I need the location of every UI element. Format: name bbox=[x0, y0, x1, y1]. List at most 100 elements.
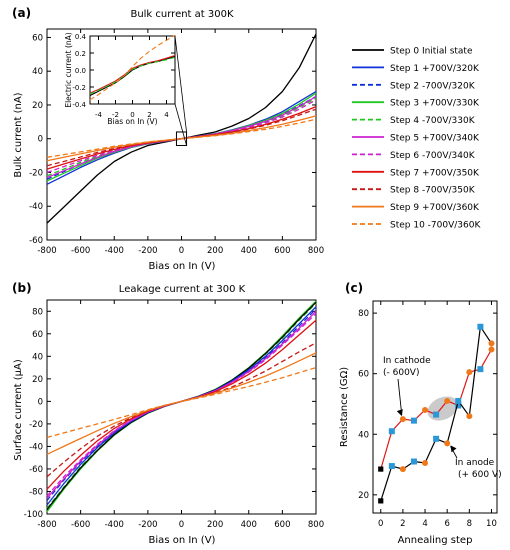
data-point bbox=[488, 346, 495, 353]
legend-label-6: Step 6 -700V/340K bbox=[390, 151, 476, 161]
series-line-9 bbox=[46, 352, 317, 455]
panel-a-xlabel: Bias on In (V) bbox=[149, 261, 216, 272]
series-line-9 bbox=[46, 115, 317, 162]
series-line-1 bbox=[46, 90, 317, 185]
series-line-3 bbox=[46, 306, 317, 506]
series-line-1 bbox=[46, 302, 317, 509]
x-tick-label: 600 bbox=[274, 246, 290, 256]
x-tick-label: -800 bbox=[37, 520, 56, 530]
x-tick-label: 200 bbox=[207, 246, 223, 256]
legend-label-2: Step 2 -700V/320K bbox=[390, 81, 476, 91]
legend-label-9: Step 9 +700V/360K bbox=[390, 203, 480, 213]
panel-a-ylabel: Bulk current (nA) bbox=[13, 92, 24, 177]
data-point bbox=[466, 369, 473, 376]
panel-b-title: Leakage current at 300 K bbox=[119, 284, 246, 295]
y-tick-label: -60 bbox=[29, 465, 43, 475]
y-tick-label: -20 bbox=[29, 420, 43, 430]
y-tick-label: 80 bbox=[32, 307, 43, 317]
series-line-2 bbox=[89, 56, 176, 95]
panel-b-axes: -800 -600 -400 -200 0 200 400 600 800-100-80-60-… bbox=[24, 299, 324, 530]
y-tick-label: 60 bbox=[358, 370, 369, 380]
series-line-3 bbox=[46, 92, 317, 182]
panel-a-frame bbox=[46, 28, 317, 241]
x-tick-label: 400 bbox=[241, 246, 257, 256]
x-tick-label: 2 bbox=[400, 519, 405, 529]
panel-a-title: Bulk current at 300K bbox=[130, 9, 234, 20]
data-point bbox=[378, 498, 384, 504]
y-tick-label: 80 bbox=[358, 309, 369, 319]
data-point bbox=[477, 366, 484, 373]
y-tick-label: -100 bbox=[24, 510, 43, 520]
y-tick-label: -40 bbox=[29, 442, 43, 452]
series-line-1 bbox=[89, 54, 176, 94]
series-line-10 bbox=[46, 366, 317, 439]
series-line-5 bbox=[46, 95, 317, 179]
x-tick-label: -2 bbox=[112, 111, 119, 119]
x-tick-label: -600 bbox=[71, 520, 90, 530]
y-tick-label: 40 bbox=[32, 352, 43, 362]
inset-ylabel: Electric current (nA) bbox=[64, 32, 73, 107]
panel-c-ylabel: Resistance (GΩ) bbox=[339, 367, 350, 447]
x-tick-label: 0 bbox=[378, 519, 383, 529]
data-point bbox=[410, 458, 417, 465]
x-tick-label: 4 bbox=[422, 519, 427, 529]
inset-series bbox=[89, 34, 176, 101]
y-tick-label: 0 bbox=[38, 397, 43, 407]
data-point bbox=[455, 397, 462, 404]
x-tick-label: 2 bbox=[147, 111, 151, 119]
y-tick-label: 60 bbox=[32, 330, 43, 340]
series-line-2 bbox=[46, 301, 317, 510]
data-point bbox=[399, 416, 406, 423]
data-point bbox=[422, 460, 429, 467]
series-line-4 bbox=[46, 308, 317, 501]
panel-b-label: (b) bbox=[12, 281, 32, 295]
series-line-7 bbox=[46, 319, 317, 490]
y-tick-label: 40 bbox=[32, 67, 43, 77]
y-tick-label: 20 bbox=[32, 375, 43, 385]
annotation-arrow bbox=[397, 378, 403, 416]
x-tick-label: 4 bbox=[164, 111, 169, 119]
y-tick-label: 20 bbox=[32, 101, 43, 111]
panel-c-axes: 0 2 4 6 8 10 20 40 60 80 bbox=[358, 300, 498, 529]
data-point bbox=[444, 440, 451, 447]
series-line-2 bbox=[46, 95, 317, 180]
annotation-cathode-line2: (- 600V) bbox=[383, 368, 419, 378]
x-tick-label: 800 bbox=[308, 520, 324, 530]
y-tick-label: -0.4 bbox=[72, 101, 86, 109]
annotation-anode-line2: (+ 600 V) bbox=[458, 470, 502, 480]
data-point bbox=[455, 402, 462, 409]
x-tick-label: -200 bbox=[138, 520, 157, 530]
y-tick-label: 20 bbox=[358, 491, 369, 501]
y-tick-label: 0.2 bbox=[75, 50, 86, 58]
series-line-5 bbox=[46, 310, 317, 499]
data-point bbox=[477, 323, 484, 330]
panel-c-label: (c) bbox=[345, 281, 363, 295]
data-point bbox=[433, 435, 440, 442]
legend-label-7: Step 7 +700V/350K bbox=[390, 168, 480, 178]
y-tick-label: 40 bbox=[358, 430, 369, 440]
y-tick-label: 0 bbox=[38, 135, 43, 145]
x-tick-label: -600 bbox=[71, 246, 90, 256]
data-point bbox=[378, 466, 384, 472]
y-tick-label: -60 bbox=[29, 236, 43, 246]
data-point bbox=[488, 340, 495, 347]
legend-label-0: Step 0 Initial state bbox=[390, 47, 473, 57]
data-point bbox=[433, 411, 440, 418]
series-line-6 bbox=[46, 313, 317, 497]
inset-axes: -4 -2 0 2 4 -0.4 -0.2 0.0 0.2 0.4 bbox=[72, 33, 176, 119]
x-tick-label: 400 bbox=[241, 520, 257, 530]
x-tick-label: -200 bbox=[138, 246, 157, 256]
legend-label-8: Step 8 -700V/350K bbox=[390, 186, 476, 196]
x-tick-label: 6 bbox=[444, 519, 449, 529]
panel-a-legend: Step 0 Initial state Step 1 +700V/320K Ste… bbox=[352, 47, 481, 231]
legend-label-4: Step 4 -700V/330K bbox=[390, 116, 476, 126]
series-line-10 bbox=[46, 118, 317, 158]
series-line-3 bbox=[89, 34, 176, 101]
y-tick-label: -40 bbox=[29, 202, 43, 212]
annotation-anode-line1: In anode bbox=[455, 458, 495, 468]
panel-a-axes: -800 -600 -400 -200 0 200 400 600 800-60-40-2002… bbox=[29, 28, 324, 256]
x-tick-label: 0 bbox=[130, 111, 134, 119]
zoom-connector bbox=[174, 103, 187, 146]
y-tick-label: -20 bbox=[29, 168, 43, 178]
